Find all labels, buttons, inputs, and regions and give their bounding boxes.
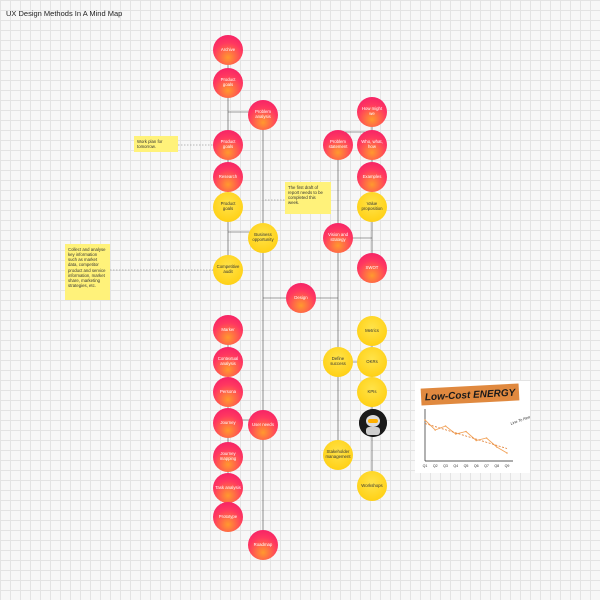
mind-map-node[interactable]: Competitive audit bbox=[213, 255, 243, 285]
sticky-note[interactable]: Collect and analyse key information such… bbox=[65, 244, 110, 300]
mind-map-node[interactable]: Define success bbox=[323, 347, 353, 377]
sticky-note[interactable]: Work plan for tomorrow. bbox=[134, 136, 178, 152]
mind-map-node[interactable]: Problem statement bbox=[323, 130, 353, 160]
chart-point bbox=[506, 452, 508, 454]
chart-title-banner bbox=[420, 383, 520, 406]
mind-map-node[interactable]: KPIs bbox=[357, 377, 387, 407]
chart-point bbox=[454, 433, 457, 435]
mind-map-node[interactable]: OKRs bbox=[357, 347, 387, 377]
sticky-note[interactable]: The first draft of report needs to be co… bbox=[285, 182, 331, 214]
chart-trend-line bbox=[424, 423, 508, 449]
chart-point bbox=[465, 430, 467, 433]
mind-map-node[interactable]: Vision and strategy bbox=[323, 223, 353, 253]
mind-map-node[interactable]: Who, what, how bbox=[357, 130, 387, 160]
mind-map-node[interactable]: Product goals bbox=[213, 68, 243, 98]
mind-map-node[interactable]: How might we bbox=[357, 97, 387, 127]
mind-map-node[interactable]: Value proposition bbox=[357, 192, 387, 222]
x-tick-label: Q5 bbox=[464, 464, 469, 468]
mind-map-node[interactable]: Archive bbox=[213, 35, 243, 65]
mind-map-node[interactable]: User needs bbox=[248, 410, 278, 440]
mind-map-root-node[interactable]: Design bbox=[286, 283, 316, 313]
chart-point bbox=[434, 429, 437, 431]
mind-map-node[interactable]: Journey bbox=[213, 408, 243, 438]
x-tick-label: Q7 bbox=[484, 464, 489, 468]
x-tick-label: Q2 bbox=[433, 464, 438, 468]
mind-map-node[interactable]: SWOT bbox=[357, 253, 387, 283]
mind-map-node[interactable]: Marker bbox=[213, 315, 243, 345]
chart-point bbox=[475, 439, 478, 442]
chart-point bbox=[485, 437, 488, 439]
x-tick-label: Q8 bbox=[494, 464, 499, 468]
page-title: UX Design Methods In A Mind Map bbox=[6, 9, 123, 18]
mind-map-node[interactable]: Research bbox=[213, 162, 243, 192]
user-avatar[interactable] bbox=[359, 409, 387, 437]
mind-map-node[interactable]: Metrics bbox=[357, 316, 387, 346]
mind-map-node[interactable]: Roadmap bbox=[248, 530, 278, 560]
chart-title: Low-Cost ENERGY bbox=[425, 388, 517, 404]
x-tick-label: Q3 bbox=[443, 464, 448, 468]
chart-point bbox=[495, 446, 498, 448]
mind-map-node[interactable]: Persona bbox=[213, 377, 243, 407]
x-tick-label: Q6 bbox=[474, 464, 479, 468]
mind-map-node[interactable]: Examples bbox=[357, 162, 387, 192]
x-tick-label: Q1 bbox=[423, 464, 428, 468]
mind-map-node[interactable]: Journey mapping bbox=[213, 442, 243, 472]
chart-point bbox=[444, 425, 447, 427]
mind-map-node[interactable]: Problem analysis bbox=[248, 100, 278, 130]
low-cost-energy-card[interactable]: Low-Cost ENERGY Line To Resource Q1 Q2 Q3 Q… bbox=[415, 381, 539, 473]
mind-map-node[interactable]: Stakeholder management bbox=[323, 440, 353, 470]
mind-map-node[interactable]: Task analysis bbox=[213, 473, 243, 503]
mind-map-node[interactable]: Contextual analysis bbox=[213, 347, 243, 377]
mind-map-node[interactable]: Business opportunity bbox=[248, 223, 278, 253]
low-cost-energy-chart: Low-Cost ENERGY Line To Resource Q1 Q2 Q3 Q… bbox=[415, 381, 539, 473]
astronaut-icon bbox=[359, 409, 387, 437]
mind-map-node[interactable]: Product goals bbox=[213, 192, 243, 222]
x-tick-label: Q9 bbox=[505, 464, 510, 468]
mind-map-node[interactable]: Workshops bbox=[357, 471, 387, 501]
mind-map-node[interactable]: Prototype bbox=[213, 502, 243, 532]
mind-map-node[interactable]: Product goals bbox=[213, 130, 243, 160]
chart-point bbox=[424, 419, 426, 421]
x-tick-label: Q4 bbox=[453, 464, 458, 468]
